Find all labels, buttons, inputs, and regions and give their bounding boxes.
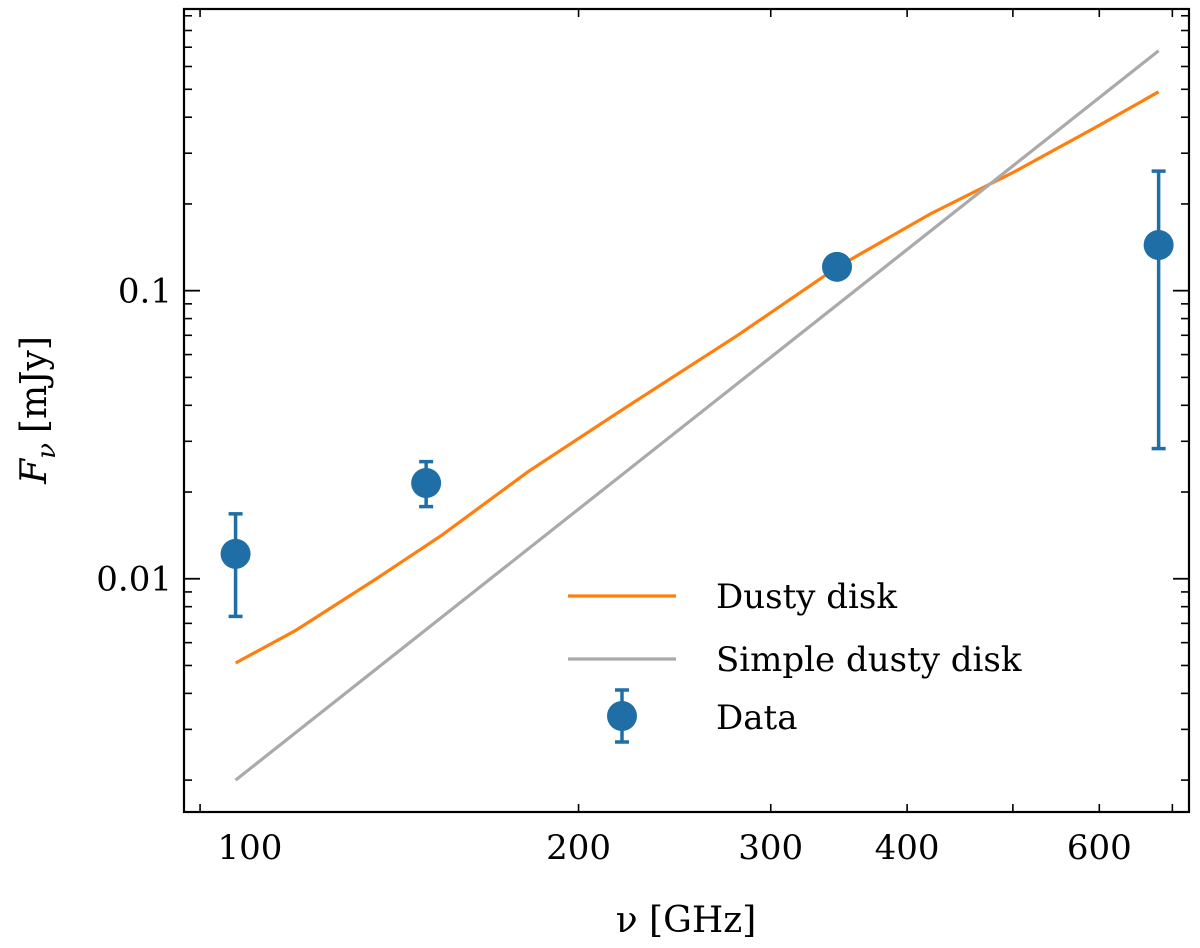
x-axis-label: ν [GHz] [616, 900, 757, 941]
y-axis-label-unit: [mJy] [14, 336, 55, 433]
y-axis-label-symbol: F [14, 457, 55, 485]
x-tick-label: 400 [875, 828, 940, 868]
plot-layer [220, 49, 1174, 782]
legend-label-data: Data [716, 698, 797, 738]
label-layer: ν [GHz] Fν [mJy] [14, 336, 756, 941]
plot-frame [182, 7, 1191, 814]
x-tick-label: 200 [546, 828, 611, 868]
x-tick-label: 300 [738, 828, 803, 868]
x-tick-label: 100 [218, 828, 283, 868]
y-axis-label: Fν [mJy] [14, 336, 62, 485]
data-point [1143, 230, 1174, 261]
series-line-simple-dusty-disk [234, 49, 1160, 782]
data-point [821, 251, 852, 282]
data-point [220, 538, 251, 569]
legend-label-simple-dusty-disk: Simple dusty disk [716, 640, 1022, 680]
legend-label-dusty-disk: Dusty disk [716, 577, 897, 617]
y-axis-label-subscript: ν [32, 443, 62, 459]
data-point [411, 467, 442, 498]
legend-swatch-data [607, 701, 637, 731]
y-tick-label: 0.1 [118, 272, 172, 312]
legend: Dusty disk Simple dusty disk Data [568, 577, 1022, 744]
axes-layer: 0.01 0.1 100 200 300 400 600 [96, 9, 1189, 868]
y-tick-label: 0.01 [96, 560, 172, 600]
x-tick-label: 600 [1067, 828, 1132, 868]
series-line-dusty-disk [234, 90, 1160, 665]
